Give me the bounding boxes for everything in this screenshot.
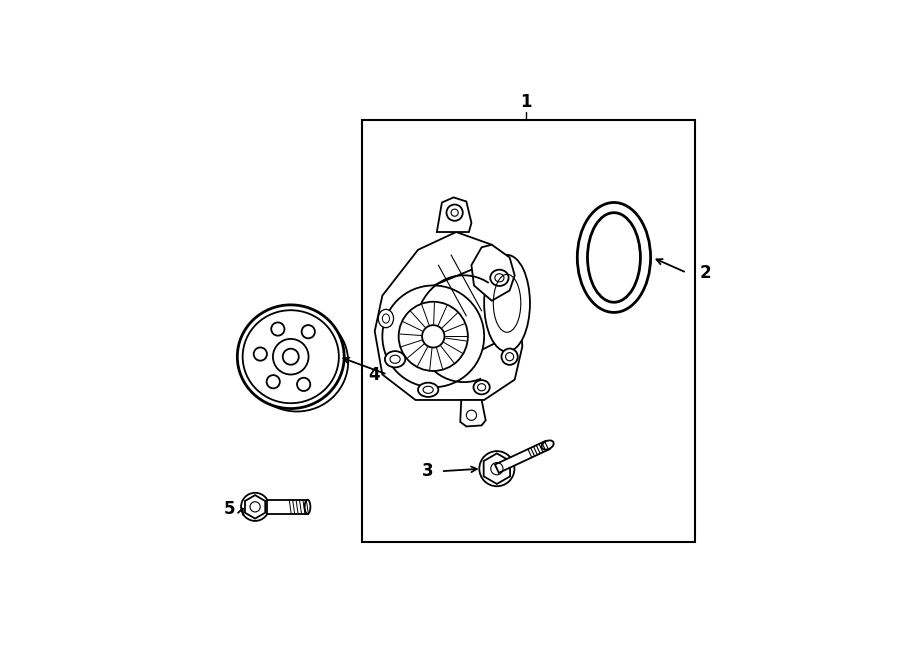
Text: 1: 1	[520, 93, 532, 111]
Text: 3: 3	[421, 462, 433, 481]
Ellipse shape	[501, 348, 518, 365]
Polygon shape	[483, 453, 510, 484]
Ellipse shape	[385, 351, 405, 368]
Polygon shape	[460, 400, 486, 426]
Text: 5: 5	[223, 500, 235, 518]
Ellipse shape	[588, 213, 641, 302]
Ellipse shape	[484, 255, 530, 352]
Ellipse shape	[418, 383, 438, 397]
Polygon shape	[374, 232, 522, 400]
Circle shape	[297, 378, 310, 391]
Ellipse shape	[491, 270, 508, 286]
Circle shape	[241, 493, 269, 521]
Ellipse shape	[577, 202, 651, 313]
Ellipse shape	[243, 310, 338, 403]
Circle shape	[382, 286, 484, 387]
Bar	[362, 120, 696, 543]
Text: 4: 4	[368, 366, 380, 383]
Circle shape	[271, 323, 284, 336]
Polygon shape	[472, 245, 515, 301]
Ellipse shape	[473, 380, 490, 395]
Ellipse shape	[305, 500, 310, 514]
Circle shape	[446, 204, 463, 221]
Circle shape	[266, 375, 280, 389]
Ellipse shape	[238, 305, 344, 408]
Polygon shape	[245, 495, 266, 519]
Ellipse shape	[542, 440, 554, 449]
Circle shape	[302, 325, 315, 338]
Circle shape	[399, 301, 468, 371]
Circle shape	[254, 348, 267, 361]
Circle shape	[273, 339, 309, 375]
Circle shape	[480, 451, 515, 486]
Ellipse shape	[378, 309, 393, 328]
Text: 2: 2	[699, 264, 711, 282]
Polygon shape	[266, 500, 308, 514]
Polygon shape	[436, 198, 472, 232]
Circle shape	[422, 325, 445, 348]
Polygon shape	[495, 441, 550, 473]
Circle shape	[283, 349, 299, 365]
